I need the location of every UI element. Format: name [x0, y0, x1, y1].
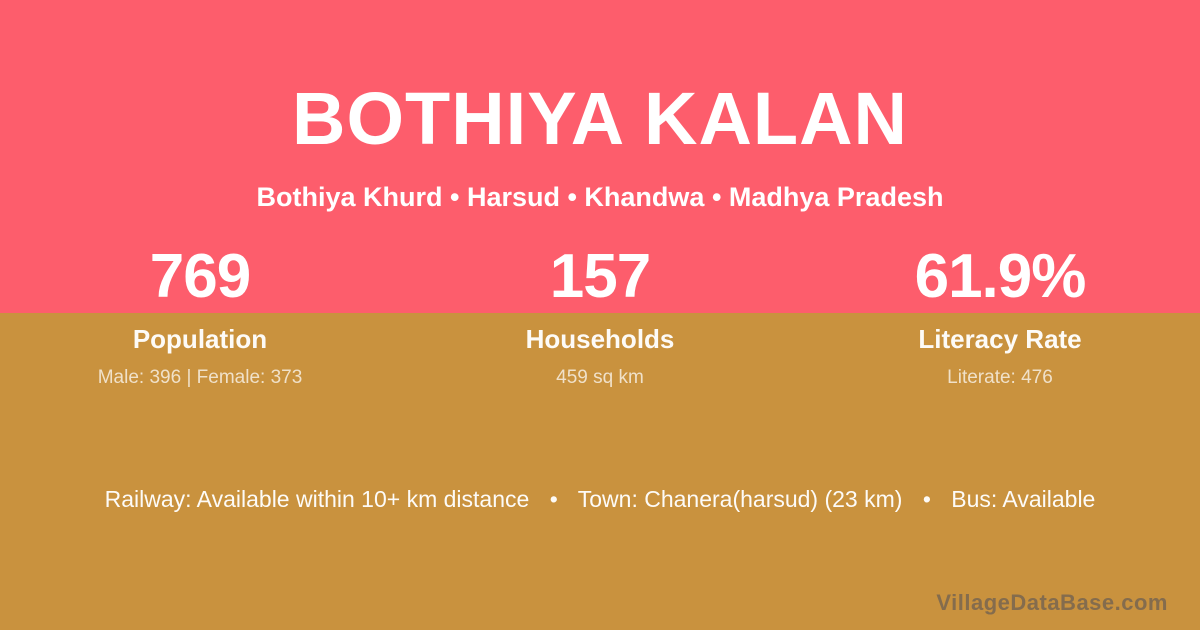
- bullet-separator: •: [549, 486, 558, 512]
- village-title: BOTHIYA KALAN: [292, 77, 908, 160]
- population-value: 769: [149, 242, 251, 311]
- stat-literacy: 61.9% Literacy Rate Literate: 476: [800, 246, 1200, 389]
- literacy-detail: Literate: 476: [947, 367, 1053, 388]
- village-breadcrumb: Bothiya Khurd • Harsud • Khandwa • Madhy…: [256, 182, 944, 212]
- households-label: Households: [525, 324, 675, 354]
- stat-households: 157 Households 459 sq km: [400, 246, 800, 389]
- literacy-value: 61.9%: [914, 242, 1087, 311]
- bus-info: Bus: Available: [951, 486, 1096, 512]
- households-value: 157: [549, 242, 651, 311]
- top-color-band: [0, 0, 1200, 313]
- railway-info: Railway: Available within 10+ km distanc…: [104, 486, 530, 512]
- stat-population: 769 Population Male: 396 | Female: 373: [0, 246, 400, 389]
- population-label: Population: [132, 324, 268, 354]
- population-detail: Male: 396 | Female: 373: [97, 367, 303, 388]
- households-detail: 459 sq km: [556, 367, 644, 388]
- stats-row: 769 Population Male: 396 | Female: 373 1…: [0, 246, 1200, 389]
- site-watermark: VillageDataBase.com: [936, 590, 1168, 615]
- town-info: Town: Chanera(harsud) (23 km): [577, 486, 903, 512]
- literacy-label: Literacy Rate: [918, 324, 1082, 354]
- bullet-separator: •: [922, 486, 931, 512]
- amenities-info-line: Railway: Available within 10+ km distanc…: [0, 486, 1200, 513]
